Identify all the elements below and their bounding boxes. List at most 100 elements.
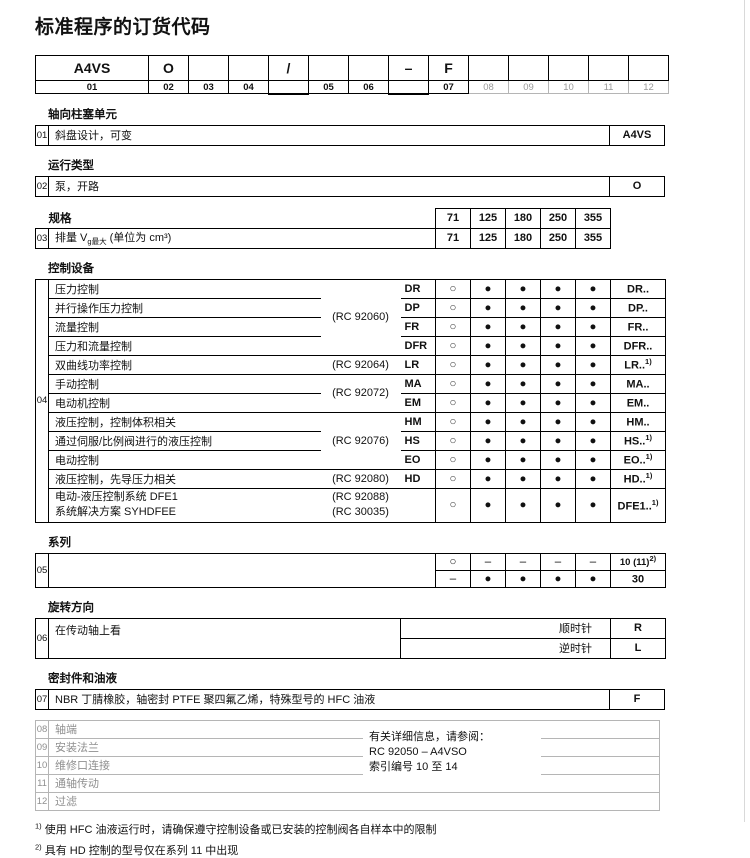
- availability-cell: ●: [540, 392, 576, 413]
- series-code-cell: 10 (11)2): [610, 552, 666, 571]
- result-code: DP..: [628, 302, 648, 315]
- code-cell-04: [228, 55, 269, 81]
- row-number-cell: 04: [35, 278, 49, 523]
- row-number-cell: 07: [35, 688, 49, 710]
- displacement-value: 250: [540, 227, 576, 249]
- section-header-seals: 密封件和油液: [48, 672, 117, 685]
- displacement-unit: (单位为 cm³): [106, 231, 172, 244]
- availability-cell: ●: [505, 297, 541, 318]
- code-num-11: 11: [588, 80, 629, 94]
- control-row-dfr: 压力和流量控制 DFR ○ ● ● ● ● DFR..: [36, 335, 666, 356]
- row-label-cell: 安装法兰: [48, 737, 660, 757]
- row-label-cell: 斜盘设计，可变: [48, 124, 610, 146]
- footnotes: 1) 使用 HFC 油液运行时，请确保遵守控制设备或已安装的控制阀各自样本中的限…: [35, 821, 750, 858]
- section-header-rotation: 旋转方向: [48, 601, 94, 614]
- reference-note: 有关详细信息，请参阅： RC 92050 – A4VSO 索引编号 10 至 1…: [363, 728, 541, 777]
- row-label-cell: 维修口连接: [48, 755, 660, 775]
- availability-cell: ●: [505, 278, 541, 299]
- row-label-cell: 轴端: [48, 719, 660, 739]
- rc-reference: (RC 92072): [320, 373, 401, 413]
- availability-cell: ●: [505, 430, 541, 451]
- section-header-axial-piston-unit: 轴向柱塞单元: [48, 108, 117, 121]
- code-cell-11: [588, 55, 629, 81]
- availability-cell: ●: [575, 316, 611, 337]
- section-header-operation: 运行类型: [48, 159, 94, 172]
- size-header-row: 规格 71 125 180 250 355: [36, 207, 611, 229]
- reference-note-line: RC 92050 – A4VSO: [369, 745, 467, 758]
- rc-reference: (RC 92088) (RC 30035): [320, 487, 401, 523]
- availability-cell: ●: [470, 297, 506, 318]
- footnote-marker: 2): [35, 841, 42, 851]
- availability-cell: –: [505, 552, 541, 571]
- control-code: HM: [400, 411, 436, 432]
- availability-cell: ○: [435, 297, 471, 318]
- row-code-cell: F: [609, 688, 665, 710]
- availability-cell: ●: [540, 430, 576, 451]
- row-number-cell: 03: [35, 227, 49, 249]
- code-num-gap: [388, 80, 429, 95]
- row-label-cell: 泵，开路: [48, 175, 610, 197]
- series-row: – ● ● ● ● 30: [36, 569, 666, 588]
- result-code-cell: HD..1): [610, 468, 666, 489]
- section-header-control-devices: 控制设备: [48, 262, 94, 275]
- row-label-cell: NBR 丁腈橡胶，轴密封 PTFE 聚四氟乙烯，特殊型号的 HFC 油液: [48, 688, 610, 710]
- availability-cell: –: [435, 569, 471, 588]
- code-cell-03: [188, 55, 229, 81]
- availability-cell: ●: [540, 297, 576, 318]
- availability-cell: ●: [575, 468, 611, 489]
- availability-cell: ●: [505, 449, 541, 470]
- control-code: DFR: [400, 335, 436, 356]
- further-criteria-table: 08 轴端 09 安装法兰 10 维修口连接 11 通轴传动 12 过滤: [35, 719, 660, 811]
- availability-cell: ●: [470, 430, 506, 451]
- row-number-cell: 01: [35, 124, 49, 146]
- displacement-value: 125: [470, 227, 506, 249]
- footnote-1: 1) 使用 HFC 油液运行时，请确保遵守控制设备或已安装的控制阀各自样本中的限…: [35, 821, 750, 837]
- size-col-header: 125: [470, 207, 506, 229]
- section-header-size: 规格: [48, 212, 72, 225]
- availability-cell: ●: [470, 569, 506, 588]
- table-row: 09 安装法兰: [35, 737, 660, 757]
- result-code: DR..: [627, 283, 649, 296]
- rc-reference: (RC 92076): [320, 411, 401, 470]
- table-row: 08 轴端: [35, 719, 660, 739]
- result-code-cell: DFE1..1): [610, 487, 666, 523]
- availability-cell: ●: [505, 569, 541, 588]
- control-row-dfe1: 电动-液压控制系统 DFE1 系统解决方案 SYHDFEE (RC 92088)…: [36, 487, 666, 523]
- availability-cell: ○: [435, 468, 471, 489]
- code-num-09: 09: [508, 80, 549, 94]
- availability-cell: ●: [470, 278, 506, 299]
- code-num-05: 05: [308, 80, 349, 94]
- availability-cell: ●: [540, 468, 576, 489]
- code-cell-05: [308, 55, 349, 81]
- row-number-cell: 10: [35, 755, 49, 775]
- availability-cell: –: [575, 552, 611, 571]
- availability-cell: –: [470, 552, 506, 571]
- availability-cell: ●: [470, 411, 506, 432]
- series-label-cell: [48, 552, 436, 588]
- code-num-10: 10: [548, 80, 589, 94]
- rc-reference: (RC 92080): [320, 468, 401, 489]
- availability-cell: ●: [575, 487, 611, 523]
- row-number-cell: 12: [35, 791, 49, 811]
- datasheet-page: { "title": "标准程序的订货代码", "code_bar": { "c…: [35, 0, 745, 857]
- control-row-ma: 手动控制 (RC 92072) MA ○ ● ● ● ● MA..: [36, 373, 666, 413]
- control-label: 通过伺服/比例阀进行的液压控制: [48, 430, 321, 451]
- footnote-marker: 1): [645, 452, 653, 462]
- row-number-cell: 06: [35, 617, 49, 659]
- section-header-series: 系列: [48, 536, 71, 549]
- availability-cell: ●: [470, 392, 506, 413]
- displacement-value: 355: [575, 227, 611, 249]
- result-code: DFR..: [623, 340, 653, 353]
- result-code-cell: HM..: [610, 411, 666, 432]
- rotation-code: R: [610, 617, 666, 639]
- row-number-cell: 11: [35, 773, 49, 793]
- availability-cell: ●: [470, 373, 506, 394]
- displacement-label-cell: 排量 Vg最大 (单位为 cm³): [48, 227, 436, 249]
- availability-cell: ○: [435, 316, 471, 337]
- rc-reference-line2: (RC 30035): [332, 506, 389, 518]
- result-code-cell: LR..1): [610, 354, 666, 375]
- size-col-header: 355: [575, 207, 611, 229]
- displacement-value: 180: [505, 227, 541, 249]
- code-num-12: 12: [628, 80, 669, 94]
- footnote-text: 具有 HD 控制的型号仅在系列 11 中出现: [44, 844, 239, 857]
